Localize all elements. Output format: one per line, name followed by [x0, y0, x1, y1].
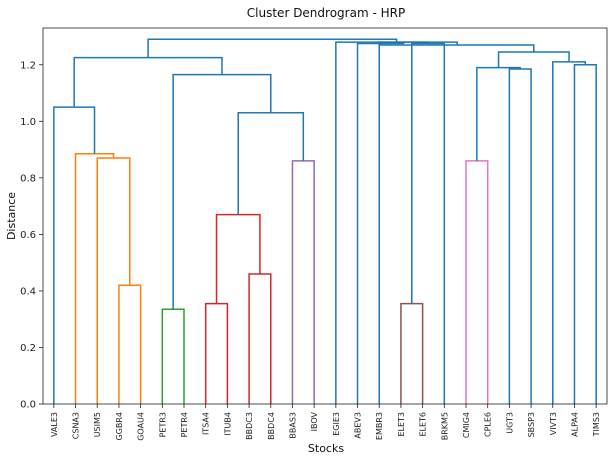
leaf-label: VALE3 [50, 412, 59, 437]
x-axis: VALE3 CSNA3 USIM5 GGBR4 GOAU4 PETR3 PETR4 ITSA4… [50, 404, 601, 441]
y-tick-label: 0.0 [20, 400, 36, 411]
y-axis-label: Distance [5, 192, 18, 240]
dendrogram-link [74, 153, 115, 404]
leaf-label: ABEV3 [354, 412, 363, 439]
dendrogram-link [356, 42, 405, 404]
leaf-label: BBDC3 [245, 412, 254, 440]
leaf-label: ELET6 [419, 412, 428, 437]
leaf-label: VIVT3 [549, 412, 558, 435]
dendrogram-link [378, 41, 429, 404]
dendrogram-link [73, 56, 223, 108]
leaf-label: GGBR4 [115, 412, 124, 441]
dendrogram-link [161, 308, 185, 404]
x-axis-label: Stocks [308, 442, 344, 455]
leaf-label: ITUB4 [223, 412, 232, 436]
leaf-label: CMIG4 [462, 412, 471, 438]
leaf-label: CPLE6 [484, 412, 493, 437]
chart-title: Cluster Dendrogram - HRP [247, 6, 405, 20]
leaf-label: IBOV [310, 411, 319, 431]
leaf-label: USIM5 [93, 412, 102, 437]
dendrogram-link [335, 41, 458, 404]
dendrogram-link [291, 160, 315, 404]
dendrogram-link [400, 302, 424, 404]
leaf-label: ALPA4 [570, 412, 579, 437]
dendrogram-link [147, 38, 398, 58]
dendrogram-link [237, 112, 305, 215]
y-tick-label: 1.2 [20, 60, 36, 71]
dendrogram-link [497, 51, 570, 68]
dendrogram-link [573, 64, 597, 404]
dendrogram-link [411, 42, 446, 404]
leaf-label: ITSA4 [202, 412, 211, 435]
dendrogram-link [118, 284, 142, 404]
dendrogram-link [215, 213, 261, 304]
y-tick-label: 0.8 [20, 173, 36, 184]
y-tick-label: 0.2 [20, 343, 36, 354]
dendrogram-link [53, 106, 96, 404]
y-tick-label: 0.4 [20, 286, 36, 297]
leaf-label: SBSP3 [527, 412, 536, 437]
leaf-label: EGIE3 [332, 412, 341, 436]
dendrogram-link [552, 61, 587, 404]
plot-area-frame [42, 27, 608, 405]
dendrogram-link [248, 273, 272, 404]
leaf-label: UGT3 [505, 412, 514, 434]
dendrogram-link [465, 160, 489, 404]
leaf-label: BBDC4 [267, 412, 276, 440]
leaf-label: BBAS3 [288, 412, 297, 439]
y-tick-label: 0.6 [20, 230, 36, 241]
y-tick-label: 1.0 [20, 117, 36, 128]
dendrogram-links [53, 38, 597, 404]
y-axis: 0.0 0.2 0.4 0.6 0.8 1.0 1.2 [20, 60, 43, 411]
leaf-label: PETR4 [180, 412, 189, 437]
leaf-label: GOAU4 [137, 412, 146, 441]
dendrogram-link [508, 68, 532, 404]
leaf-label: TIMS3 [592, 412, 601, 437]
leaf-label: EMBR3 [375, 412, 384, 440]
leaf-label: CSNA3 [72, 412, 81, 439]
leaf-label: ELET3 [397, 412, 406, 437]
dendrogram-link [204, 302, 229, 404]
leaf-label: BRKM5 [440, 412, 449, 440]
leaf-label: PETR3 [158, 412, 167, 437]
dendrogram-link [476, 66, 521, 161]
dendrogram-link [96, 157, 131, 404]
